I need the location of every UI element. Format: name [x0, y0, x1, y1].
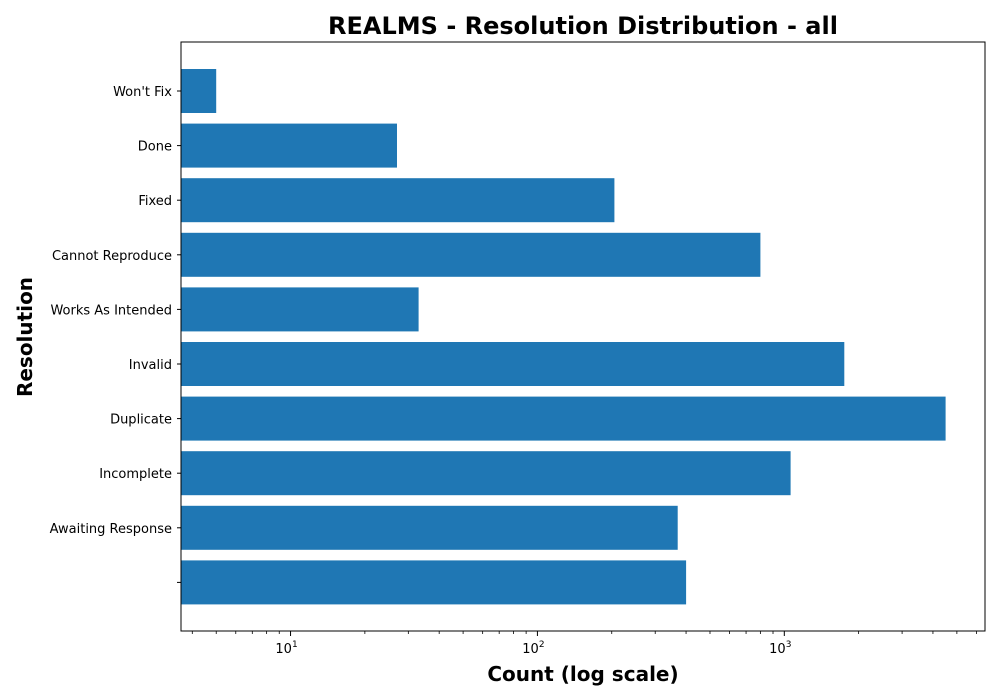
- bar: [181, 560, 687, 605]
- y-tick-label: Duplicate: [110, 413, 172, 428]
- bar: [181, 69, 217, 113]
- y-tick-label: Won't Fix: [113, 85, 172, 100]
- x-tick-label: 102: [522, 640, 544, 657]
- y-axis-label: Resolution: [13, 277, 37, 397]
- bars-group: [181, 69, 946, 605]
- y-tick-label: Invalid: [129, 358, 172, 373]
- y-tick-label: Done: [138, 140, 172, 155]
- bar: [181, 505, 678, 550]
- chart-title: REALMS - Resolution Distribution - all: [328, 12, 838, 40]
- bar: [181, 451, 791, 496]
- y-tick-label: Works As Intended: [50, 303, 172, 318]
- bar: [181, 232, 761, 277]
- plot-frame: [180, 41, 986, 632]
- y-axis-ticks: Awaiting Response Incomplete Duplicate Inva…: [50, 85, 181, 583]
- x-tick-label: 101: [275, 640, 297, 657]
- bar: [181, 178, 615, 223]
- y-tick-label: Awaiting Response: [50, 522, 172, 537]
- x-tick-label: 103: [769, 640, 791, 657]
- bar: [181, 342, 845, 386]
- x-axis-label: Count (log scale): [487, 662, 678, 686]
- y-tick-label: Cannot Reproduce: [52, 249, 172, 264]
- bar: [181, 123, 397, 168]
- y-tick-label: Incomplete: [99, 467, 172, 482]
- bar: [181, 287, 419, 332]
- y-tick-label: Fixed: [138, 194, 172, 209]
- x-axis-ticks: 101 102 103: [191, 631, 977, 657]
- bar: [181, 396, 946, 441]
